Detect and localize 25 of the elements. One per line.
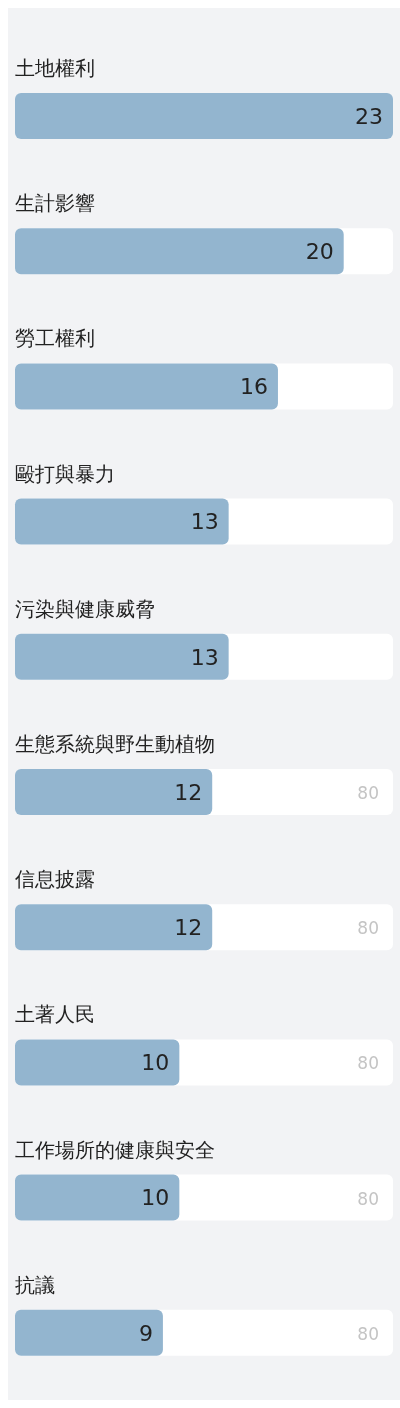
data-label: 16: [239, 374, 268, 400]
y-tick-label: 勞工權利: [15, 326, 95, 351]
data-label: 23: [355, 103, 383, 129]
data-label: 13: [190, 644, 219, 670]
y-tick-label: 生態系統與野生動植物: [15, 732, 215, 756]
annotation: 80: [357, 1323, 379, 1344]
y-tick-label: 污染與健康威脅: [15, 596, 155, 621]
y-tick-label: 信息披露: [15, 867, 95, 892]
data-label: 12: [174, 779, 203, 805]
y-tick-label: 土地權利: [15, 56, 95, 80]
annotation: 80: [357, 1188, 379, 1209]
data-label: 20: [305, 239, 334, 265]
y-tick-label: 抗議: [15, 1272, 55, 1297]
y-tick-label: 生計影響: [15, 191, 95, 216]
y-tick-label: 工作場所的健康與安全: [15, 1137, 215, 1162]
data-label: 10: [141, 1185, 170, 1211]
y-tick-label: 毆打與暴力: [15, 461, 115, 486]
annotation: 80: [357, 1053, 379, 1074]
annotation: 80: [357, 783, 379, 803]
data-label: 13: [190, 509, 219, 535]
y-tick-label: 土著人民: [15, 1002, 95, 1027]
data-label: 10: [141, 1050, 170, 1076]
data-label: 12: [174, 915, 203, 941]
data-label: 9: [138, 1320, 153, 1346]
annotation: 80: [357, 918, 379, 939]
